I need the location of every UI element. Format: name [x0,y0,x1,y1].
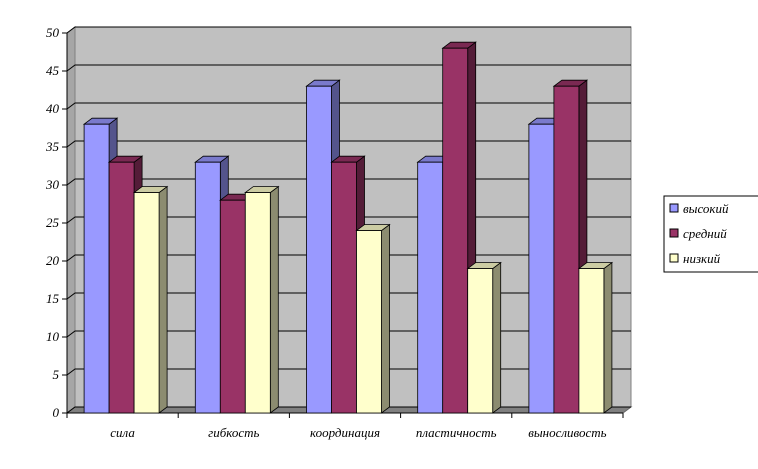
x-tick-label: гибкость [208,425,259,440]
y-tick-label: 45 [46,63,60,78]
bar-front [578,268,605,414]
legend-label: высокий [683,201,729,216]
bar [577,261,614,414]
y-tick-label: 20 [46,253,60,268]
x-tick-label: координация [310,425,380,440]
x-tick-label: выносливость [528,425,606,440]
legend-swatch [669,228,679,238]
y-tick-label: 35 [45,139,60,154]
legend-box [663,195,758,273]
bar-side [269,185,279,414]
bar-front [83,123,110,414]
legend-swatch [669,203,679,213]
bar-front [356,230,382,414]
bar-front [133,192,160,414]
bar-side [158,185,168,414]
gridline [66,26,631,34]
y-tick-label: 30 [45,177,60,192]
bar-side [492,261,502,414]
x-tick-label: пластичность [416,425,497,440]
bar-front [331,161,357,414]
y-tick-label: 5 [53,367,60,382]
x-tick-label: сила [110,425,135,440]
bar-front [528,123,555,414]
bar-side [603,261,613,414]
bar [466,261,502,414]
bar-front [194,161,221,414]
legend-swatch [669,253,679,263]
y-tick-label: 10 [46,329,60,344]
bar-front [108,161,135,414]
y-tick-label: 0 [53,405,60,420]
bar-front [244,192,271,414]
bar-side [381,223,390,414]
bar [132,185,169,414]
bar-front [306,85,332,414]
bar-front [442,47,469,414]
y-tick-label: 15 [46,291,60,306]
y-tick-label: 25 [46,215,60,230]
legend-label: низкий [683,251,721,266]
bar-front [219,199,246,414]
bar-front [417,161,444,414]
bar [355,223,391,414]
bar-front [467,268,494,414]
bar-front [553,85,580,414]
legend-label: средний [683,226,727,241]
bar [244,185,280,414]
y-tick-label: 40 [46,101,60,116]
y-tick-label: 50 [46,25,60,40]
